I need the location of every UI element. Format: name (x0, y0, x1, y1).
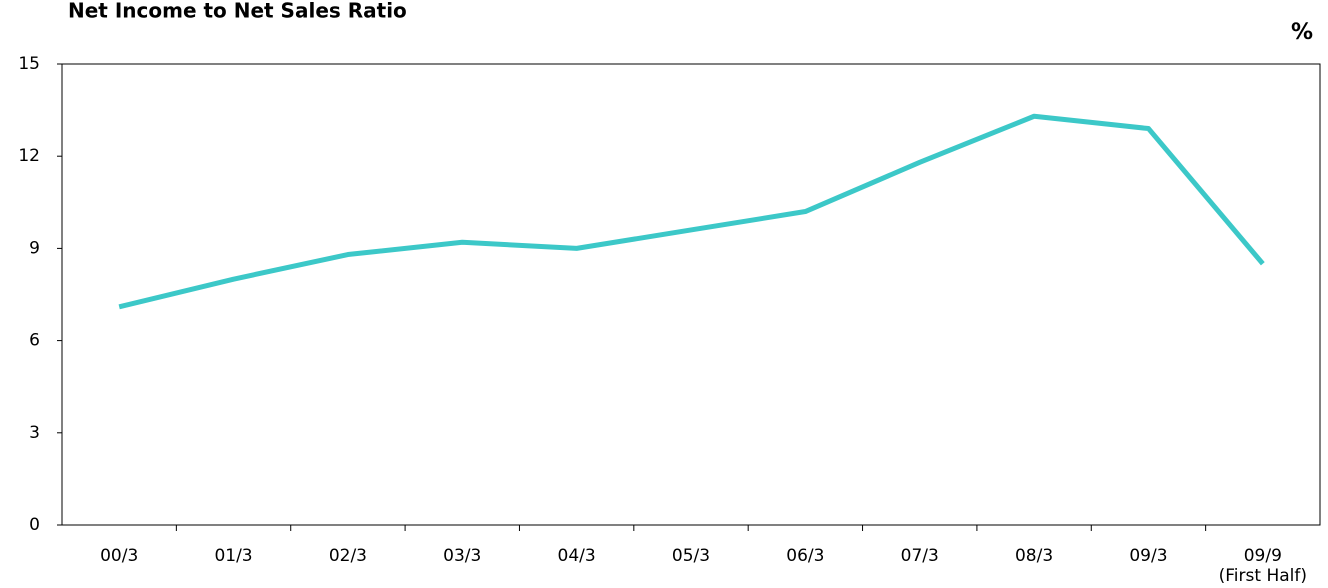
y-unit: % (1291, 20, 1313, 45)
y-tick-label: 3 (29, 423, 40, 443)
x-tick-label: 00/3 (100, 546, 138, 566)
x-tick-label: 09/9 (First Half) (1219, 546, 1307, 586)
plot-frame (61, 63, 1321, 526)
x-tick-label: 07/3 (901, 546, 939, 566)
y-tick-label: 9 (29, 238, 40, 258)
x-tick-label: 03/3 (443, 546, 481, 566)
series-line (118, 113, 1265, 310)
x-tick-label: 06/3 (786, 546, 824, 566)
y-tick-label: 12 (18, 146, 40, 166)
x-tick-label: 04/3 (558, 546, 596, 566)
chart-title: Net Income to Net Sales Ratio (68, 0, 407, 23)
x-tick-label: 01/3 (214, 546, 252, 566)
x-tick-label: 05/3 (672, 546, 710, 566)
x-tick-label: 08/3 (1015, 546, 1053, 566)
y-tick-label: 15 (18, 54, 40, 74)
x-tick-label: 02/3 (329, 546, 367, 566)
y-tick-label: 6 (29, 331, 40, 351)
x-tick-label: 09/3 (1129, 546, 1167, 566)
y-tick-label: 0 (29, 515, 40, 535)
